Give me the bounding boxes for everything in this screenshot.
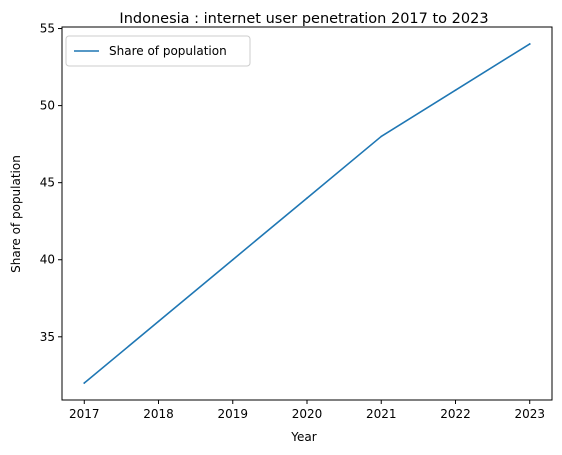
x-tick-label: 2023 <box>514 407 545 421</box>
y-tick-label: 40 <box>40 253 55 267</box>
data-point <box>528 43 531 45</box>
y-tick-label: 55 <box>40 22 55 36</box>
x-tick-label: 2021 <box>366 407 397 421</box>
legend-box <box>65 35 251 67</box>
y-tick-label: 50 <box>40 99 55 113</box>
data-point <box>306 197 308 199</box>
x-tick-label: 2017 <box>69 407 100 421</box>
data-point <box>380 135 383 138</box>
y-axis-label: Share of population <box>9 155 23 273</box>
data-point <box>157 320 160 323</box>
legend-label: Share of population <box>109 44 227 58</box>
y-axis-ticks: 35 40 45 50 55 <box>40 22 62 344</box>
y-tick-label: 45 <box>40 176 55 190</box>
x-tick-label: 2022 <box>440 407 471 421</box>
data-point <box>83 382 86 384</box>
x-axis-label: Year <box>290 430 316 444</box>
series-layer <box>83 42 531 385</box>
legend: Share of population <box>65 35 251 67</box>
x-axis-ticks: 2017 2018 2019 2020 2021 2022 2023 <box>69 400 545 421</box>
x-tick-label: 2020 <box>292 407 323 421</box>
chart-title: Indonesia : internet user penetration 20… <box>119 11 488 27</box>
x-tick-label: 2019 <box>217 407 248 421</box>
x-tick-label: 2018 <box>143 407 174 421</box>
y-tick-label: 35 <box>40 330 55 344</box>
data-point <box>231 258 234 261</box>
data-point <box>454 89 457 91</box>
